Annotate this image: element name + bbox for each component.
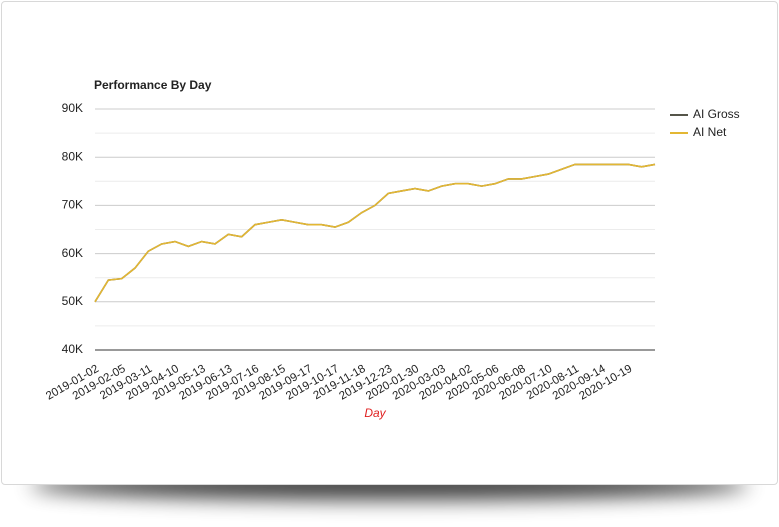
- x-axis-title: Day: [364, 406, 386, 420]
- chart-card: [1, 1, 778, 485]
- y-tick-label: 40K: [62, 342, 83, 356]
- legend-label: AI Net: [693, 125, 727, 139]
- chart-title: Performance By Day: [94, 78, 212, 92]
- series-line: [94, 163, 656, 303]
- legend-label: AI Gross: [693, 107, 740, 121]
- y-tick-label: 80K: [62, 149, 83, 163]
- series-line: [94, 163, 656, 303]
- y-tick-label: 50K: [62, 294, 83, 308]
- y-tick-label: 70K: [62, 198, 83, 212]
- y-tick-label: 60K: [62, 246, 83, 260]
- y-tick-label: 90K: [62, 101, 83, 115]
